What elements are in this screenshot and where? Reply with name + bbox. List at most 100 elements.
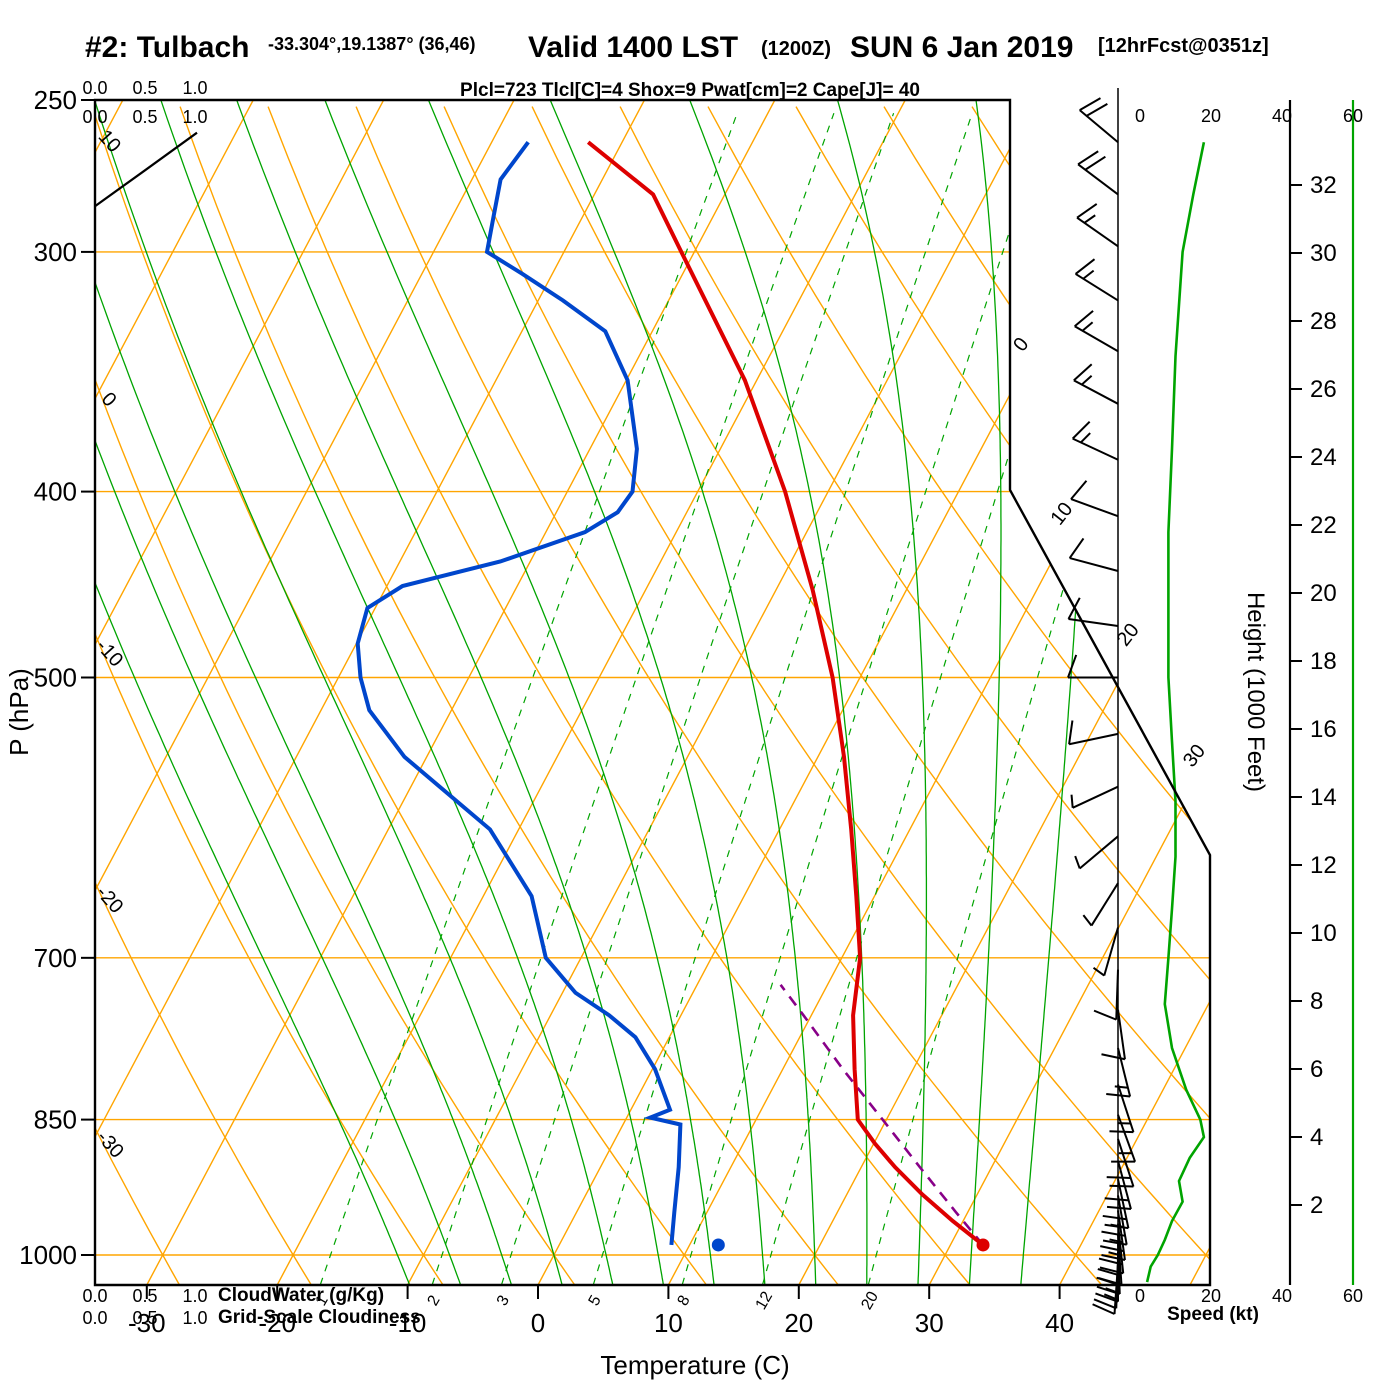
wind-barb-half-feather (1081, 374, 1093, 386)
dry-adiabat-line (619, 106, 1210, 1285)
isotherm-line (146, 100, 776, 1285)
temperature-tick-label: -20 (258, 1308, 296, 1338)
isotherm-line (95, 100, 254, 1285)
temperature-profile-line (586, 140, 985, 1247)
dry-adiabat-line (179, 106, 839, 1285)
isotherm-line (1189, 100, 1210, 1285)
mixing-ratio-label: 2 (425, 1293, 444, 1309)
mixing-ratio-line (319, 112, 738, 1285)
wind-barb-half-feather (1074, 855, 1081, 869)
wind-barb-feather (1071, 420, 1091, 440)
wind-barb-staff (1075, 273, 1119, 302)
isotherm-line (1058, 100, 1210, 1285)
cloudiness-scale-label: 1.0 (182, 1308, 207, 1328)
moist-adiabat-line (686, 100, 868, 1285)
moist-adiabat-line (157, 100, 614, 1285)
mixing-ratio-label: 12 (753, 1289, 777, 1313)
plot-frame (93, 98, 1212, 1287)
temperature-tick-label: 0 (531, 1308, 545, 1338)
moist-adiabat-line (321, 100, 715, 1285)
mixing-ratio-line (431, 112, 835, 1285)
height-tick-label: 14 (1310, 784, 1337, 811)
wind-barb-staff (1079, 109, 1119, 144)
dry-adiabat-line (443, 106, 1210, 1285)
pressure-tick-label: 250 (34, 85, 77, 115)
wind-barb-staff (1073, 379, 1119, 405)
wind-barb-half-feather (1103, 1293, 1117, 1301)
cloudiness-axis-label: Grid-Scale Cloudiness (218, 1307, 421, 1328)
height-tick-label: 30 (1310, 240, 1337, 267)
speed-scale-label: 40 (1272, 106, 1292, 126)
cloudiness-scale-label: 1.0 (182, 107, 207, 127)
isotherm-line (537, 100, 1167, 1285)
wind-barb-half-feather (1092, 967, 1105, 977)
wind-barb-feather (1109, 1130, 1134, 1134)
speed-scale-label: 60 (1343, 1286, 1363, 1306)
wind-barb-staff (1117, 1210, 1126, 1261)
speed-scale-label: 60 (1343, 106, 1363, 126)
mixing-ratio-line (762, 113, 1118, 1285)
isotherm-line (95, 100, 385, 1285)
height-axis-title: Height (1000 Feet) (1242, 592, 1269, 792)
wind-barb-feather (1077, 150, 1099, 166)
wind-barb-staff (1069, 557, 1119, 572)
valid-date-title: SUN 6 Jan 2019 (850, 31, 1073, 64)
isotherm-line (406, 100, 1037, 1285)
parcel-path-line (779, 984, 985, 1246)
mixing-ratio-label: 20 (858, 1289, 882, 1313)
wind-barb-staff (1115, 969, 1119, 1020)
wind-barb-staff (1117, 1114, 1137, 1163)
cloud-profiles (95, 100, 198, 1285)
speed-scale-label: 0 (1135, 106, 1145, 126)
wind-barb-half-feather (1081, 321, 1094, 332)
height-tick-label: 22 (1310, 512, 1337, 539)
temperature-tick-label: -10 (389, 1308, 427, 1338)
pressure-tick-label: 400 (34, 477, 77, 507)
cloudwater-scale-label: 0.5 (132, 1286, 157, 1306)
speed-scale-label: 20 (1201, 106, 1221, 126)
pressure-tick-label: 500 (34, 663, 77, 693)
moist-adiabat-line (95, 100, 563, 1285)
moist-adiabat-line (834, 100, 928, 1285)
cloudwater-scale-label: 0.5 (132, 78, 157, 98)
moist-adiabat-line (95, 100, 462, 1285)
dry-adiabat-line (531, 106, 1210, 1285)
wind-barb-feather (1093, 1009, 1117, 1021)
mixing-ratio-label: 3 (494, 1293, 513, 1309)
pressure-tick-label: 700 (34, 943, 77, 973)
cloudwater-scale-label: 1.0 (182, 78, 207, 98)
wind-barb-staff (1077, 163, 1119, 196)
wind-barb-staff (1090, 882, 1119, 927)
wind-barb-feather (1093, 1298, 1117, 1310)
wind-barb-half-feather (1083, 214, 1096, 224)
wind-barb-half-feather (1080, 432, 1091, 444)
wind-barb-feather (1084, 155, 1106, 171)
temperature-tick-label: 10 (654, 1308, 683, 1338)
dry-adiabat-line (95, 106, 707, 1285)
wind-barb-feather (1086, 103, 1108, 117)
wind-barb-feather (1092, 1303, 1115, 1315)
wind-barb-half-feather (1070, 794, 1074, 808)
wind-barb-feather (1106, 1176, 1131, 1179)
speed-scale-label: 0 (1135, 1286, 1145, 1306)
wind-barb-staff (1079, 835, 1119, 870)
wind-barb-feather (1074, 258, 1096, 275)
temperature-tick-label: 20 (784, 1308, 813, 1338)
wind-barb-staff (1074, 325, 1119, 353)
isotherm-label: 0 (1009, 333, 1033, 355)
sounding-profiles (355, 140, 985, 1247)
speed-axis-label: Speed (kt) (1167, 1304, 1259, 1325)
mixing-ratio-label: 5 (586, 1293, 605, 1309)
wind-speed-profile-line (1145, 141, 1206, 1283)
wind-barb-staff (1117, 1160, 1132, 1210)
wind-barb-staff (1117, 1084, 1135, 1133)
wind-barb-feather (1070, 480, 1088, 500)
skewt-background-grid (95, 100, 1210, 1285)
wind-barb-staff (1113, 1264, 1119, 1315)
wind-barb-staff (1070, 498, 1119, 518)
moist-adiabat-line (233, 100, 664, 1285)
pressure-tick-label: 1000 (19, 1240, 77, 1270)
mixing-ratio-line (592, 113, 973, 1285)
